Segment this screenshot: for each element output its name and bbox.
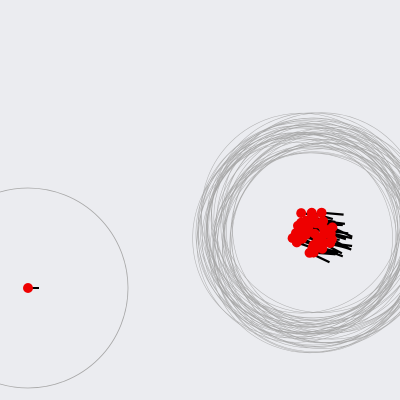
sensing-ring bbox=[207, 126, 400, 328]
solo-agent-group bbox=[0, 187, 129, 389]
swarm-sensing-rings bbox=[192, 112, 400, 354]
swarm-agent[interactable] bbox=[306, 213, 317, 224]
swarm-agents bbox=[287, 207, 353, 264]
sensing-ring bbox=[222, 148, 400, 349]
sensing-ring bbox=[230, 132, 400, 334]
sensing-ring bbox=[216, 123, 400, 324]
sensing-ring bbox=[214, 133, 400, 334]
swarm-agent[interactable] bbox=[316, 207, 327, 218]
sensing-ring bbox=[192, 137, 393, 339]
swarm-agent[interactable] bbox=[296, 208, 307, 219]
sensing-ring bbox=[229, 142, 400, 344]
sensing-ring bbox=[231, 138, 400, 340]
swarm-agent[interactable] bbox=[302, 222, 313, 232]
swarm-agent[interactable] bbox=[318, 237, 329, 248]
solo-sensing-ring bbox=[0, 187, 129, 389]
sensing-ring bbox=[220, 124, 400, 325]
sensing-ring bbox=[217, 139, 400, 340]
sensing-ring bbox=[205, 134, 400, 335]
sensing-ring bbox=[223, 142, 400, 343]
sensing-ring bbox=[232, 127, 400, 328]
sensing-ring bbox=[222, 120, 400, 322]
solo-agent[interactable] bbox=[23, 283, 33, 293]
sensing-ring bbox=[210, 117, 400, 319]
sensing-ring bbox=[204, 133, 400, 334]
swarm-agent[interactable] bbox=[325, 228, 336, 239]
swarm-agent[interactable] bbox=[287, 233, 298, 244]
sensing-ring bbox=[206, 132, 400, 333]
sensing-ring bbox=[200, 112, 400, 314]
sensing-ring bbox=[213, 144, 400, 346]
